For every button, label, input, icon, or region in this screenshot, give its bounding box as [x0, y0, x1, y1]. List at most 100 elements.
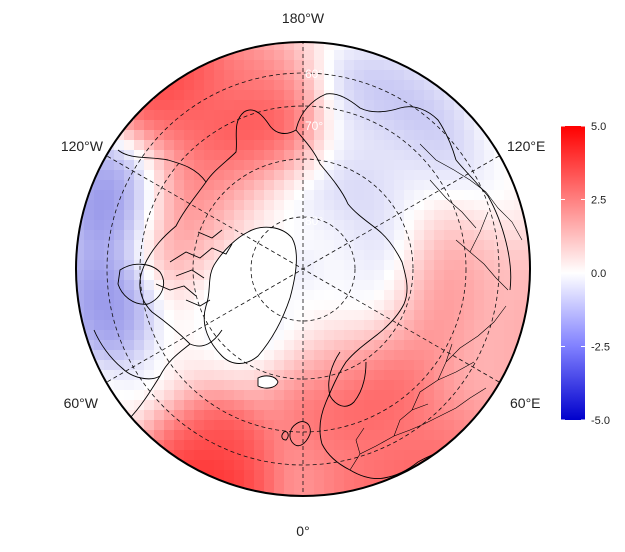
- heatmap-cell: [274, 360, 285, 371]
- heatmap-cell: [264, 430, 275, 441]
- heatmap-cell: [474, 240, 485, 251]
- heatmap-cell: [244, 370, 255, 381]
- heatmap-cell: [384, 270, 395, 281]
- heatmap-cell: [374, 440, 385, 451]
- heatmap-cell: [204, 430, 215, 441]
- heatmap-cell: [284, 180, 295, 191]
- heatmap-cell: [174, 290, 185, 301]
- heatmap-cell: [274, 140, 285, 151]
- heatmap-cell: [264, 410, 275, 421]
- heatmap-cell: [494, 280, 505, 291]
- heatmap-cell: [194, 380, 205, 391]
- heatmap-cell: [234, 80, 245, 91]
- heatmap-cell: [174, 400, 185, 411]
- heatmap-cell: [494, 350, 505, 361]
- heatmap-cell: [434, 220, 445, 231]
- heatmap-cell: [174, 310, 185, 321]
- heatmap-cell: [414, 270, 425, 281]
- heatmap-cell: [344, 90, 355, 101]
- heatmap-cell: [94, 350, 105, 361]
- hudson-bay-coast: [117, 263, 164, 305]
- heatmap-cell: [474, 160, 485, 171]
- heatmap-cell: [234, 410, 245, 421]
- heatmap-cell: [394, 260, 405, 271]
- heatmap-cell: [384, 300, 395, 311]
- heatmap-cell: [204, 380, 215, 391]
- heatmap-cell: [404, 420, 415, 431]
- heatmap-cell: [404, 400, 415, 411]
- heatmap-cell: [244, 450, 255, 461]
- heatmap-cell: [414, 380, 425, 391]
- heatmap-cell: [184, 130, 195, 141]
- heatmap-cell: [324, 300, 335, 311]
- heatmap-cell: [234, 60, 245, 71]
- heatmap-cell: [154, 120, 165, 131]
- heatmap-cell: [144, 270, 155, 281]
- heatmap-cell: [254, 480, 265, 491]
- heatmap-cell: [364, 450, 375, 461]
- heatmap-cell: [84, 230, 95, 241]
- heatmap-cell: [304, 80, 315, 91]
- heatmap-cell: [304, 330, 315, 341]
- heatmap-cell: [134, 330, 145, 341]
- heatmap-cell: [184, 450, 195, 461]
- heatmap-cell: [104, 300, 115, 311]
- heatmap-cell: [194, 410, 205, 421]
- heatmap-cell: [184, 280, 195, 291]
- heatmap-cell: [114, 290, 125, 301]
- heatmap-cell: [144, 360, 155, 371]
- heatmap-cell: [414, 190, 425, 201]
- heatmap-cell: [344, 160, 355, 171]
- heatmap-cell: [204, 460, 215, 471]
- heatmap-cell: [94, 320, 105, 331]
- heatmap-cell: [374, 200, 385, 211]
- heatmap-cell: [254, 150, 265, 161]
- heatmap-cell: [384, 170, 395, 181]
- heatmap-cell: [514, 310, 525, 321]
- heatmap-cell: [364, 60, 375, 71]
- heatmap-cell: [334, 260, 345, 271]
- heatmap-cell: [424, 370, 435, 381]
- heatmap-cell: [204, 140, 215, 151]
- heatmap-cell: [444, 350, 455, 361]
- heatmap-cell: [334, 370, 345, 381]
- heatmap-cell: [364, 290, 375, 301]
- heatmap-cell: [184, 90, 195, 101]
- heatmap-cell: [334, 250, 345, 261]
- heatmap-cell: [444, 290, 455, 301]
- heatmap-cell: [324, 480, 335, 491]
- heatmap-cell: [474, 310, 485, 321]
- heatmap-cell: [94, 250, 105, 261]
- heatmap-cell: [414, 370, 425, 381]
- heatmap-cell: [274, 100, 285, 111]
- heatmap-cell: [394, 140, 405, 151]
- heatmap-cell: [374, 470, 385, 481]
- heatmap-cell: [434, 420, 445, 431]
- heatmap-cell: [304, 42, 315, 51]
- heatmap-cell: [484, 210, 495, 221]
- heatmap-cell: [364, 320, 375, 331]
- heatmap-cell: [114, 220, 125, 231]
- colorbar: 5.02.50.0-2.5-5.0: [561, 121, 610, 427]
- heatmap-cell: [394, 420, 405, 431]
- heatmap-cell: [164, 230, 175, 241]
- heatmap-cell: [504, 190, 515, 201]
- heatmap-cell: [244, 480, 255, 491]
- heatmap-cell: [284, 50, 295, 61]
- heatmap-cell: [474, 280, 485, 291]
- heatmap-cell: [264, 370, 275, 381]
- heatmap-cell: [214, 210, 225, 221]
- heatmap-cell: [454, 310, 465, 321]
- heatmap-cell: [104, 250, 115, 261]
- heatmap-cell: [204, 60, 215, 71]
- heatmap-cell: [144, 300, 155, 311]
- heatmap-cell: [384, 420, 395, 431]
- heatmap-cell: [194, 350, 205, 361]
- heatmap-cell: [484, 280, 495, 291]
- heatmap-cell: [264, 170, 275, 181]
- heatmap-cell: [294, 90, 305, 101]
- heatmap-cell: [484, 300, 495, 311]
- heatmap-cell: [444, 260, 455, 271]
- heatmap-cell: [94, 260, 105, 271]
- heatmap-cell: [404, 80, 415, 91]
